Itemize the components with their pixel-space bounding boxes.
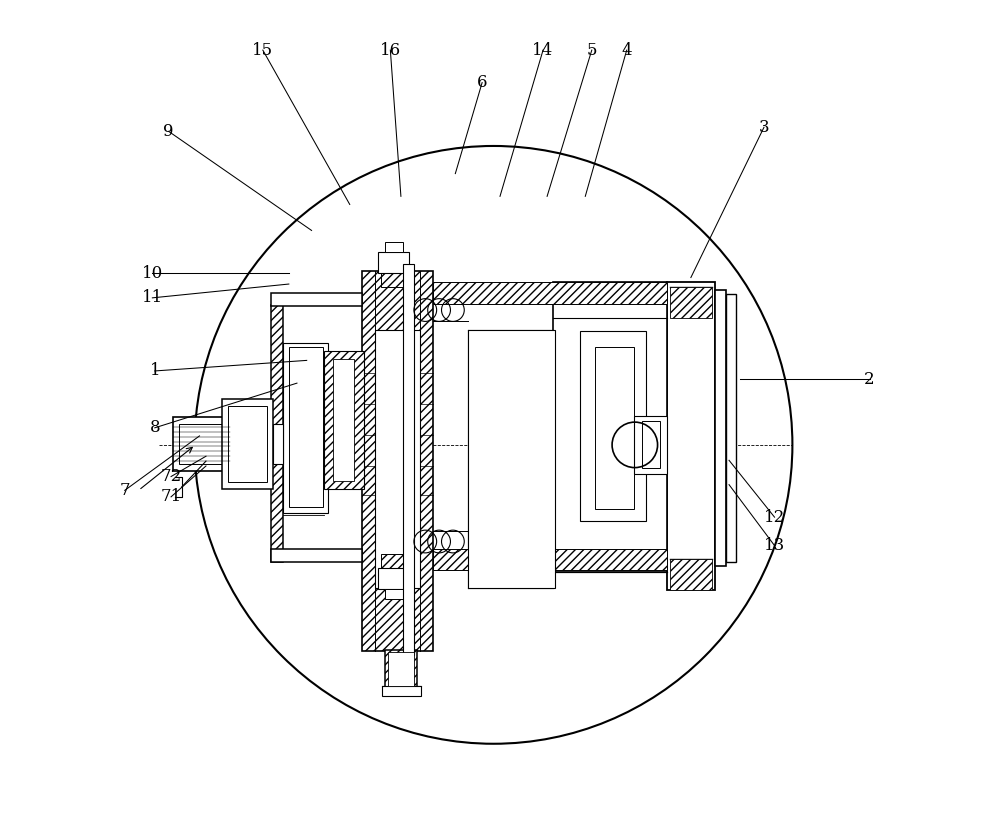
Bar (385, 242, 403, 252)
Text: 5: 5 (587, 42, 597, 59)
Bar (289, 347, 323, 507)
Bar (382, 686, 421, 696)
Bar (433, 548, 667, 570)
Bar (385, 650, 417, 689)
Bar (222, 399, 273, 489)
Bar (385, 589, 403, 599)
Bar (642, 421, 660, 469)
Bar (667, 282, 715, 590)
Text: 6: 6 (477, 74, 487, 91)
Text: 14: 14 (532, 42, 554, 59)
Text: 15: 15 (252, 42, 273, 59)
Text: 10: 10 (142, 265, 163, 282)
Bar (670, 288, 712, 318)
Bar (375, 329, 420, 588)
Text: 3: 3 (759, 119, 769, 136)
Bar (580, 331, 646, 522)
Bar (388, 652, 414, 686)
Text: 16: 16 (380, 42, 401, 59)
Bar (670, 559, 712, 590)
Text: 71: 71 (160, 488, 182, 505)
Bar (595, 346, 634, 509)
Bar (179, 424, 225, 465)
Bar (271, 305, 283, 562)
Bar (378, 252, 409, 273)
Bar (271, 293, 362, 306)
Text: 1: 1 (149, 363, 160, 380)
Text: 11: 11 (142, 289, 163, 306)
Bar (381, 273, 406, 288)
Bar (553, 283, 667, 571)
Text: 8: 8 (149, 419, 160, 436)
Text: 7: 7 (119, 482, 130, 499)
Text: 72: 72 (160, 468, 182, 485)
Text: 12: 12 (764, 509, 785, 526)
Bar (333, 359, 354, 481)
Text: 9: 9 (163, 123, 174, 140)
Bar (173, 417, 230, 471)
Text: 13: 13 (764, 537, 785, 554)
Bar (283, 342, 328, 513)
Text: 4: 4 (621, 42, 632, 59)
Bar (381, 553, 406, 568)
Bar (726, 293, 736, 562)
Bar (378, 568, 409, 589)
Bar (273, 424, 283, 465)
Text: 2: 2 (864, 371, 875, 388)
Bar (433, 283, 667, 303)
Bar (403, 264, 414, 655)
Bar (362, 271, 433, 651)
Bar (228, 406, 267, 482)
Bar (324, 350, 364, 489)
Bar (271, 548, 362, 562)
Bar (468, 329, 555, 588)
Bar (715, 289, 726, 566)
Bar (634, 416, 667, 474)
